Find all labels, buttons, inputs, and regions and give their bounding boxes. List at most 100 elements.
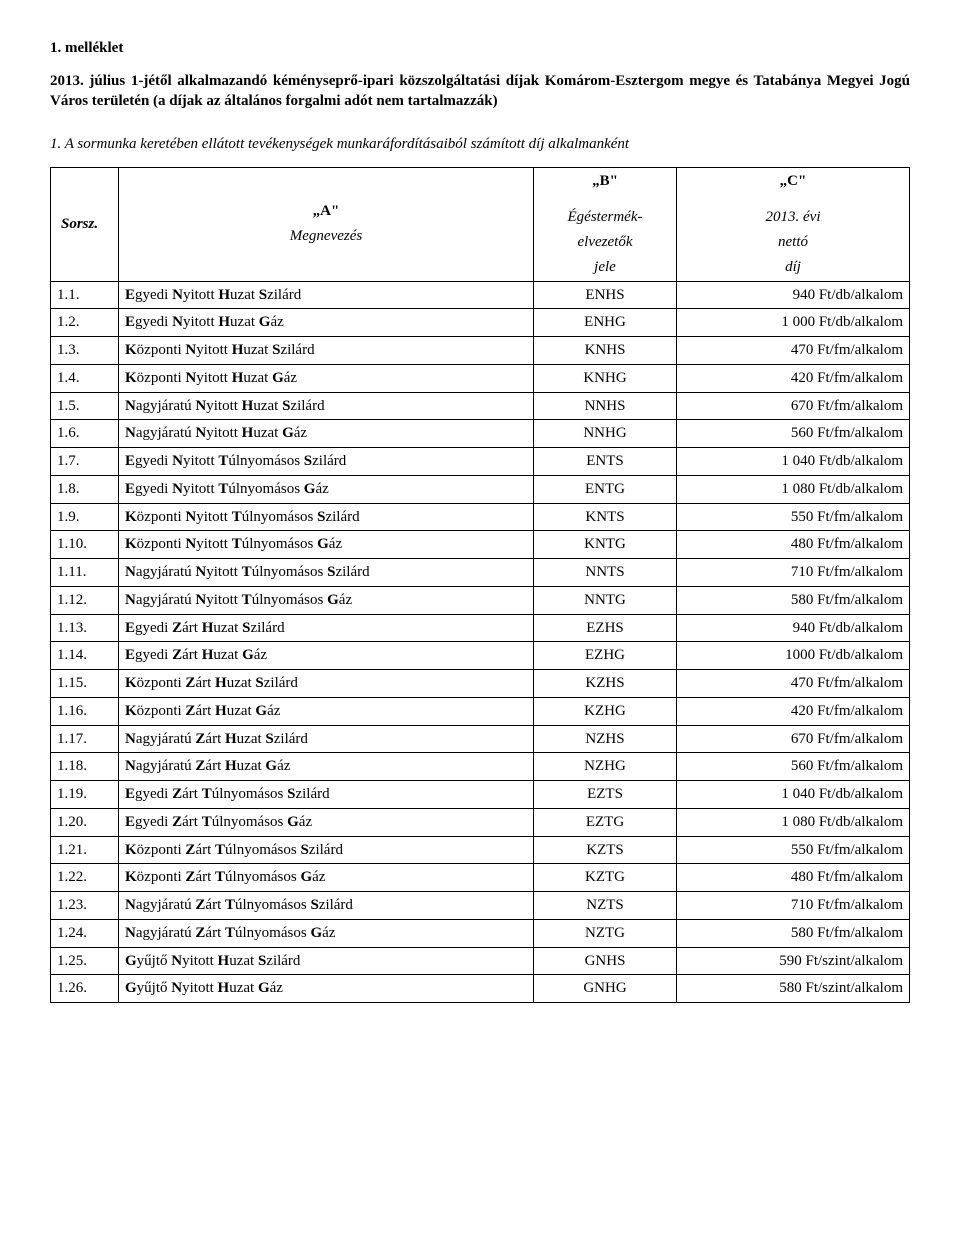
header-a-letter: „A" (313, 202, 340, 221)
attachment-label: 1. melléklet (50, 40, 910, 57)
row-number: 1.22. (51, 864, 119, 892)
row-number: 1.21. (51, 836, 119, 864)
row-price: 580 Ft/fm/alkalom (677, 919, 910, 947)
title-block: 1. melléklet 2013. július 1-jétől alkalm… (50, 40, 910, 112)
table-row: 1.1.Egyedi Nyitott Huzat SzilárdENHS940 … (51, 281, 910, 309)
table-row: 1.22.Központi Zárt Túlnyomásos GázKZTG48… (51, 864, 910, 892)
row-code: GNHG (534, 975, 677, 1003)
table-row: 1.10.Központi Nyitott Túlnyomásos GázKNT… (51, 531, 910, 559)
row-number: 1.9. (51, 503, 119, 531)
row-code: KNHG (534, 364, 677, 392)
header-sorsz: Sorsz. (51, 167, 119, 281)
section-title: 1. A sormunka keretében ellátott tevéken… (50, 136, 910, 153)
row-code: NZTS (534, 892, 677, 920)
table-header-row: Sorsz. „A" Megnevezés „B" Égéstermék- el… (51, 167, 910, 281)
header-a-sub: Megnevezés (290, 227, 362, 246)
row-code: EZHS (534, 614, 677, 642)
header-col-c: „C" 2013. évi nettó díj (677, 167, 910, 281)
row-price: 940 Ft/db/alkalom (677, 281, 910, 309)
header-b-sub2: elvezetők (578, 233, 633, 252)
main-title: 2013. július 1-jétől alkalmazandó kémény… (50, 71, 910, 112)
table-row: 1.12.Nagyjáratú Nyitott Túlnyomásos GázN… (51, 586, 910, 614)
row-name: Egyedi Nyitott Huzat Gáz (119, 309, 534, 337)
row-code: NNTG (534, 586, 677, 614)
table-row: 1.2.Egyedi Nyitott Huzat GázENHG1 000 Ft… (51, 309, 910, 337)
row-price: 670 Ft/fm/alkalom (677, 725, 910, 753)
table-row: 1.14.Egyedi Zárt Huzat GázEZHG1000 Ft/db… (51, 642, 910, 670)
row-code: NZTG (534, 919, 677, 947)
row-price: 480 Ft/fm/alkalom (677, 531, 910, 559)
row-price: 480 Ft/fm/alkalom (677, 864, 910, 892)
header-col-a: „A" Megnevezés (119, 167, 534, 281)
row-code: KNHS (534, 337, 677, 365)
row-code: NNTS (534, 559, 677, 587)
table-row: 1.26.Gyűjtő Nyitott Huzat GázGNHG580 Ft/… (51, 975, 910, 1003)
table-row: 1.17.Nagyjáratú Zárt Huzat SzilárdNZHS67… (51, 725, 910, 753)
row-name: Központi Nyitott Huzat Szilárd (119, 337, 534, 365)
header-c-letter: „C" (780, 172, 807, 191)
row-number: 1.5. (51, 392, 119, 420)
row-number: 1.16. (51, 697, 119, 725)
row-number: 1.12. (51, 586, 119, 614)
row-price: 550 Ft/fm/alkalom (677, 836, 910, 864)
row-number: 1.13. (51, 614, 119, 642)
row-price: 580 Ft/fm/alkalom (677, 586, 910, 614)
row-name: Központi Nyitott Túlnyomásos Szilárd (119, 503, 534, 531)
row-code: KZTG (534, 864, 677, 892)
table-row: 1.8.Egyedi Nyitott Túlnyomásos GázENTG1 … (51, 475, 910, 503)
row-name: Központi Zárt Huzat Gáz (119, 697, 534, 725)
row-code: NZHS (534, 725, 677, 753)
row-number: 1.10. (51, 531, 119, 559)
row-name: Egyedi Zárt Túlnyomásos Gáz (119, 808, 534, 836)
row-code: NZHG (534, 753, 677, 781)
row-number: 1.19. (51, 781, 119, 809)
table-row: 1.3.Központi Nyitott Huzat SzilárdKNHS47… (51, 337, 910, 365)
row-price: 710 Ft/fm/alkalom (677, 559, 910, 587)
row-price: 590 Ft/szint/alkalom (677, 947, 910, 975)
table-row: 1.25.Gyűjtő Nyitott Huzat SzilárdGNHS590… (51, 947, 910, 975)
row-code: KNTS (534, 503, 677, 531)
table-row: 1.5.Nagyjáratú Nyitott Huzat SzilárdNNHS… (51, 392, 910, 420)
table-row: 1.24.Nagyjáratú Zárt Túlnyomásos GázNZTG… (51, 919, 910, 947)
row-name: Nagyjáratú Zárt Huzat Szilárd (119, 725, 534, 753)
header-col-b: „B" Égéstermék- elvezetők jele (534, 167, 677, 281)
row-number: 1.15. (51, 670, 119, 698)
header-sorsz-label: Sorsz. (61, 215, 98, 234)
row-code: GNHS (534, 947, 677, 975)
row-number: 1.3. (51, 337, 119, 365)
row-price: 1000 Ft/db/alkalom (677, 642, 910, 670)
row-number: 1.24. (51, 919, 119, 947)
row-name: Egyedi Nyitott Huzat Szilárd (119, 281, 534, 309)
table-row: 1.7.Egyedi Nyitott Túlnyomásos SzilárdEN… (51, 448, 910, 476)
row-code: ENHS (534, 281, 677, 309)
row-number: 1.20. (51, 808, 119, 836)
row-name: Központi Zárt Túlnyomásos Szilárd (119, 836, 534, 864)
row-number: 1.18. (51, 753, 119, 781)
header-b-letter: „B" (592, 172, 618, 191)
row-price: 470 Ft/fm/alkalom (677, 337, 910, 365)
row-number: 1.25. (51, 947, 119, 975)
row-number: 1.4. (51, 364, 119, 392)
row-number: 1.26. (51, 975, 119, 1003)
row-name: Egyedi Zárt Túlnyomásos Szilárd (119, 781, 534, 809)
row-code: ENTS (534, 448, 677, 476)
row-price: 670 Ft/fm/alkalom (677, 392, 910, 420)
row-price: 470 Ft/fm/alkalom (677, 670, 910, 698)
row-code: NNHG (534, 420, 677, 448)
table-row: 1.9.Központi Nyitott Túlnyomásos Szilárd… (51, 503, 910, 531)
row-price: 560 Ft/fm/alkalom (677, 753, 910, 781)
row-name: Központi Zárt Túlnyomásos Gáz (119, 864, 534, 892)
row-code: KZHS (534, 670, 677, 698)
header-c-sub3: díj (785, 258, 801, 277)
row-number: 1.1. (51, 281, 119, 309)
row-price: 420 Ft/fm/alkalom (677, 697, 910, 725)
fee-table: Sorsz. „A" Megnevezés „B" Égéstermék- el… (50, 167, 910, 1004)
table-row: 1.6.Nagyjáratú Nyitott Huzat GázNNHG560 … (51, 420, 910, 448)
row-price: 1 040 Ft/db/alkalom (677, 781, 910, 809)
row-code: EZHG (534, 642, 677, 670)
header-b-sub3: jele (594, 258, 616, 277)
row-number: 1.14. (51, 642, 119, 670)
row-number: 1.8. (51, 475, 119, 503)
row-name: Nagyjáratú Zárt Huzat Gáz (119, 753, 534, 781)
row-name: Nagyjáratú Nyitott Túlnyomásos Szilárd (119, 559, 534, 587)
